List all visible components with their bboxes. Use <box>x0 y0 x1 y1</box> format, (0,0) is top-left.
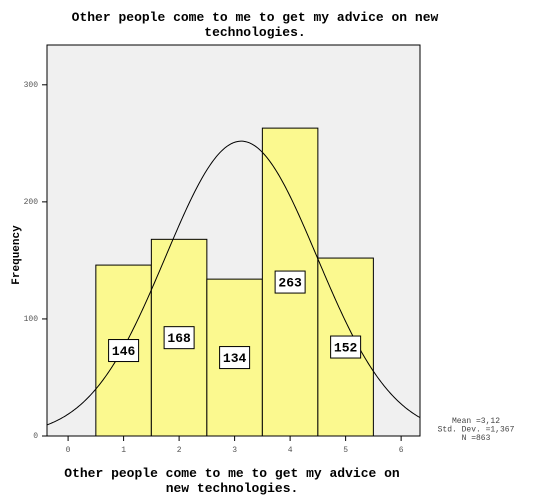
y-tick-label: 100 <box>24 315 39 324</box>
x-tick-label: 0 <box>66 446 71 455</box>
stat-label: N =863 <box>462 434 491 443</box>
y-axis-label: Frequency <box>11 225 23 285</box>
y-tick-label: 0 <box>33 432 38 441</box>
data-label: 263 <box>278 275 302 290</box>
data-label: 168 <box>167 331 191 346</box>
x-tick-label: 5 <box>343 446 348 455</box>
data-label: 146 <box>112 344 136 359</box>
x-tick-label: 4 <box>288 446 293 455</box>
y-tick-label: 200 <box>24 198 39 207</box>
data-label: 152 <box>334 340 358 355</box>
x-tick-label: 2 <box>177 446 182 455</box>
stat-label: Std. Dev. =1,367 <box>438 426 515 435</box>
data-label: 134 <box>223 351 247 366</box>
chart-title: Other people come to me to get my advice… <box>71 10 439 40</box>
data-label-box <box>108 339 140 363</box>
bar <box>150 238 208 437</box>
x-tick-label: 6 <box>399 446 404 455</box>
data-label-box <box>163 326 195 350</box>
data-label-box <box>274 270 306 294</box>
data-label-box <box>330 335 362 359</box>
stat-label: Mean =3,12 <box>452 417 500 426</box>
data-label-box <box>219 346 251 370</box>
y-tick-label: 300 <box>24 81 39 90</box>
x-axis-label: Other people come to me to get my advice… <box>64 466 400 496</box>
x-tick-label: 3 <box>232 446 237 455</box>
x-tick-label: 1 <box>121 446 126 455</box>
